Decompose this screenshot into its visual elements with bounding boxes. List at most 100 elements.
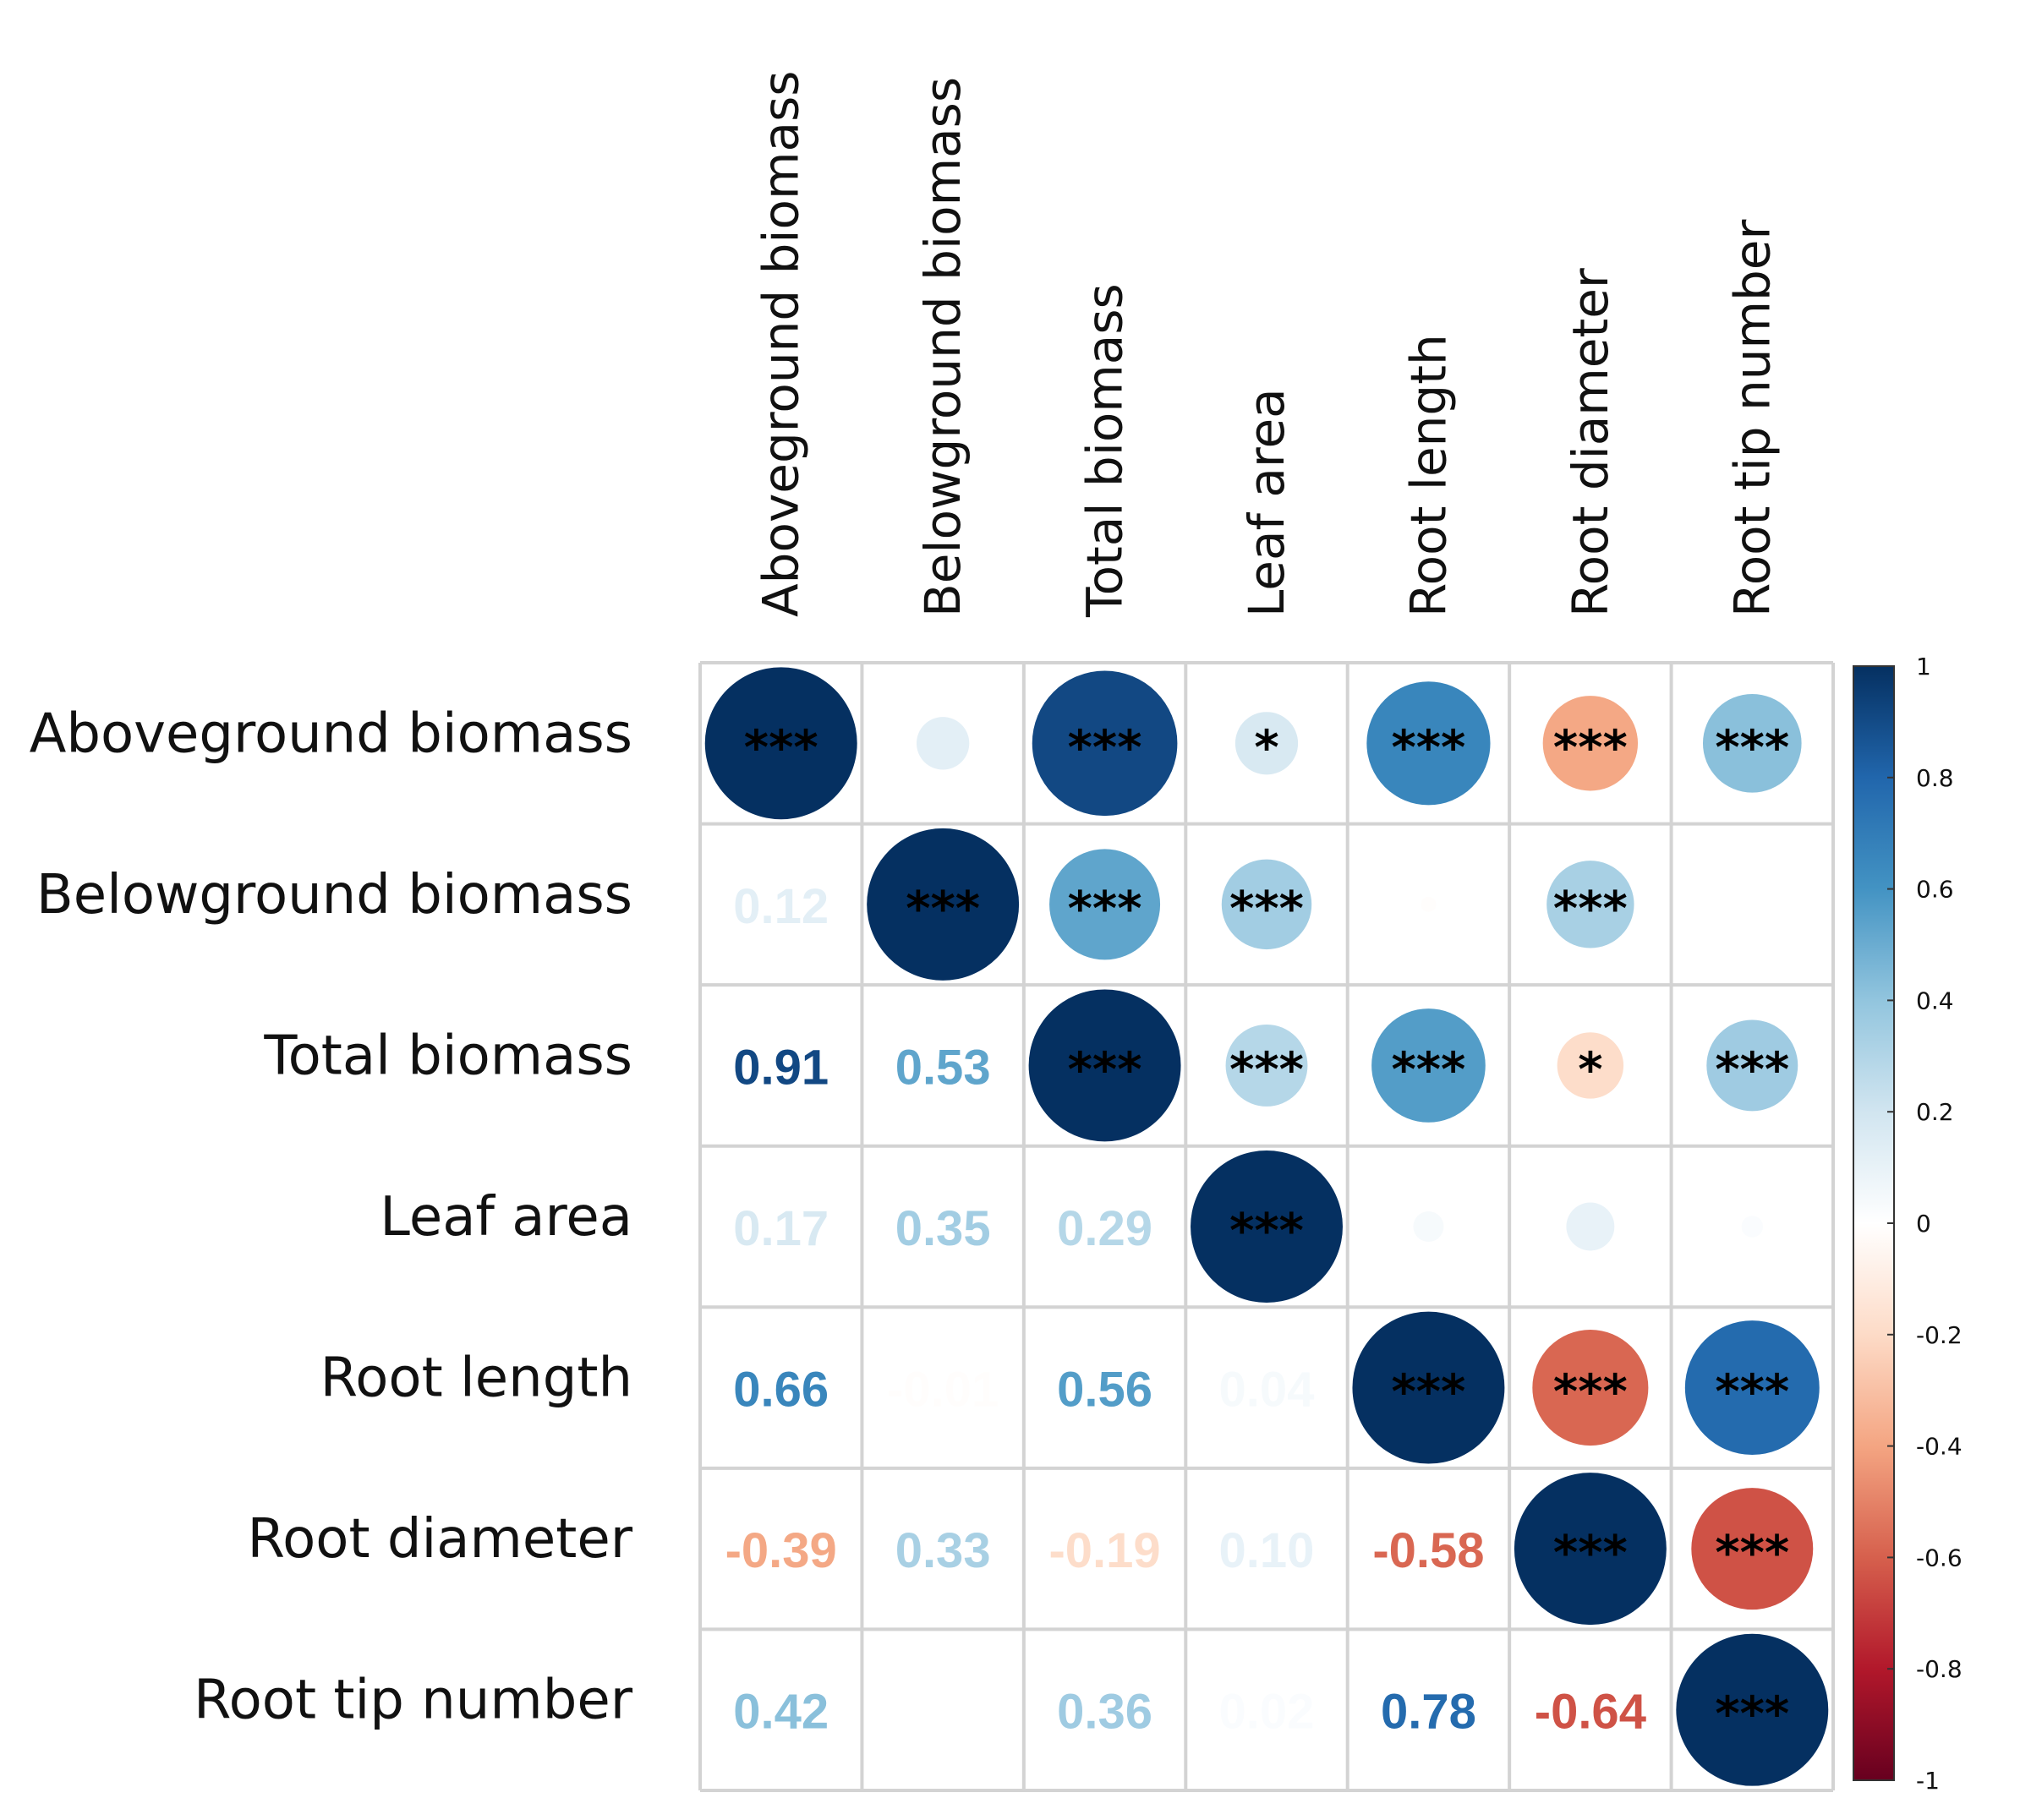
significance-0-0: *** (744, 720, 818, 775)
col-label-root-diameter: Root diameter (1562, 268, 1619, 617)
significance-0-2: *** (1068, 720, 1142, 775)
significance-2-5: * (1578, 1042, 1602, 1097)
row-label-root-tip-number: Root tip number (194, 1670, 633, 1732)
corr-circle-5-6 (1691, 1488, 1814, 1610)
corr-value-4-2: 0.56 (1057, 1363, 1152, 1418)
significance-0-4: *** (1391, 720, 1465, 775)
corr-value-5-3: 0.10 (1219, 1523, 1315, 1578)
corr-value-2-1: 0.53 (895, 1040, 991, 1095)
corr-circle-6-6 (1676, 1633, 1829, 1786)
corr-value-6-3: 0.02 (1219, 1685, 1315, 1740)
colorbar-tick-label: 1 (1916, 653, 1931, 680)
corr-circle-0-5 (1542, 696, 1639, 791)
significance-1-2: *** (1068, 882, 1142, 937)
corr-value-6-5: -0.64 (1535, 1685, 1646, 1740)
corr-value-4-0: 0.66 (733, 1363, 829, 1418)
colorbar-tick-label: -0.4 (1916, 1433, 1963, 1461)
colorbar-tick-label: -0.6 (1916, 1544, 1963, 1571)
significance-1-5: *** (1553, 882, 1628, 937)
corr-circle-0-2 (1032, 670, 1178, 817)
colorbar-tick-label: -1 (1916, 1767, 1940, 1795)
col-label-leaf-area: Leaf area (1238, 388, 1295, 617)
significance-0-5: *** (1553, 720, 1628, 775)
significance-5-6: *** (1715, 1526, 1789, 1581)
corr-circle-4-6 (1684, 1320, 1820, 1456)
colorbar-tick-label: -0.8 (1916, 1655, 1963, 1683)
corr-circle-2-5 (1557, 1032, 1624, 1099)
column-labels: Aboveground biomass Belowground biomass To… (753, 70, 1782, 618)
corr-value-5-4: -0.58 (1372, 1523, 1484, 1578)
significance-5-5: *** (1553, 1526, 1628, 1581)
corr-circle-4-4 (1352, 1311, 1505, 1464)
corr-circle-3-6 (1741, 1216, 1764, 1238)
corr-circle-2-4 (1371, 1008, 1486, 1123)
matrix-cells: *** *** * *** *** ***0.12 *** *** *** ***0.91 0.53… (704, 667, 1829, 1786)
corr-value-6-1: 0.00 (895, 1685, 991, 1740)
row-label-aboveground-biomass: Aboveground biomass (30, 702, 632, 765)
corr-value-3-0: 0.17 (733, 1201, 829, 1256)
significance-4-6: *** (1715, 1365, 1789, 1420)
corr-circle-3-3 (1191, 1150, 1343, 1303)
corr-circle-0-4 (1366, 681, 1491, 806)
corr-circle-0-6 (1702, 693, 1802, 793)
corr-circle-1-2 (1049, 849, 1161, 960)
col-label-root-length: Root length (1399, 334, 1457, 617)
corr-circle-0-0 (704, 667, 857, 820)
significance-0-3: * (1254, 720, 1278, 775)
colorbar-tick-label: 0 (1916, 1210, 1931, 1238)
matrix-grid (698, 661, 1835, 1792)
colorbar-tick-label: 0.4 (1916, 987, 1954, 1014)
corr-value-3-2: 0.29 (1057, 1201, 1152, 1256)
corr-value-4-3: 0.04 (1219, 1363, 1315, 1418)
col-label-root-tip-number: Root tip number (1723, 220, 1781, 617)
corr-circle-1-5 (1547, 861, 1634, 948)
significance-2-3: *** (1229, 1042, 1304, 1097)
significance-4-4: *** (1391, 1365, 1465, 1420)
row-label-leaf-area: Leaf area (380, 1186, 632, 1249)
row-label-root-diameter: Root diameter (248, 1508, 633, 1571)
col-label-aboveground-biomass: Aboveground biomass (753, 70, 810, 617)
corr-circle-1-3 (1221, 859, 1312, 950)
corr-circle-0-1 (916, 717, 970, 770)
significance-0-6: *** (1715, 720, 1789, 775)
corr-circle-0-3 (1234, 712, 1299, 775)
corr-circle-1-4 (1421, 896, 1437, 912)
corr-value-5-0: -0.39 (725, 1523, 837, 1578)
corr-value-5-1: 0.33 (895, 1523, 991, 1578)
corr-value-3-1: 0.35 (895, 1201, 991, 1256)
row-label-total-biomass: Total biomass (263, 1025, 632, 1087)
row-labels: Aboveground biomass Belowground biomass To… (30, 702, 633, 1731)
corr-circle-2-3 (1225, 1024, 1308, 1107)
significance-3-3: *** (1229, 1204, 1304, 1259)
corr-circle-4-5 (1532, 1330, 1649, 1446)
colorbar: 1 0.8 0.6 0.4 0.2 0 -0.2 -0.4 -0.6 -0.8 -1 (1853, 653, 1963, 1795)
significance-1-1: *** (906, 882, 980, 937)
corr-circle-5-5 (1514, 1473, 1667, 1626)
colorbar-tick-label: 0.8 (1916, 764, 1954, 792)
row-label-belowground-biomass: Belowground biomass (36, 864, 632, 926)
corr-circle-3-5 (1566, 1202, 1615, 1251)
significance-1-3: *** (1229, 882, 1304, 937)
corr-circle-2-2 (1028, 989, 1181, 1142)
significance-2-2: *** (1068, 1042, 1142, 1097)
corr-value-2-0: 0.91 (733, 1040, 829, 1095)
corr-value-5-2: -0.19 (1048, 1523, 1160, 1578)
significance-2-6: *** (1715, 1042, 1789, 1097)
significance-2-4: *** (1391, 1042, 1465, 1097)
row-label-root-length: Root length (320, 1347, 632, 1410)
col-label-belowground-biomass: Belowground biomass (914, 77, 972, 617)
corr-value-6-0: 0.42 (733, 1685, 829, 1740)
significance-6-6: *** (1715, 1687, 1789, 1742)
colorbar-tick-label: -0.2 (1916, 1321, 1963, 1349)
colorbar-tick-label: 0.2 (1916, 1098, 1954, 1126)
corr-value-1-0: 0.12 (733, 879, 829, 934)
corr-value-6-4: 0.78 (1381, 1685, 1476, 1740)
corr-value-6-2: 0.36 (1057, 1685, 1152, 1740)
col-label-total-biomass: Total biomass (1076, 283, 1134, 618)
corr-value-4-1: -0.01 (887, 1363, 999, 1418)
corr-circle-3-4 (1413, 1211, 1444, 1242)
colorbar-tick-label: 0.6 (1916, 876, 1954, 904)
corr-circle-1-1 (867, 828, 1020, 981)
corr-circle-2-6 (1706, 1019, 1798, 1112)
